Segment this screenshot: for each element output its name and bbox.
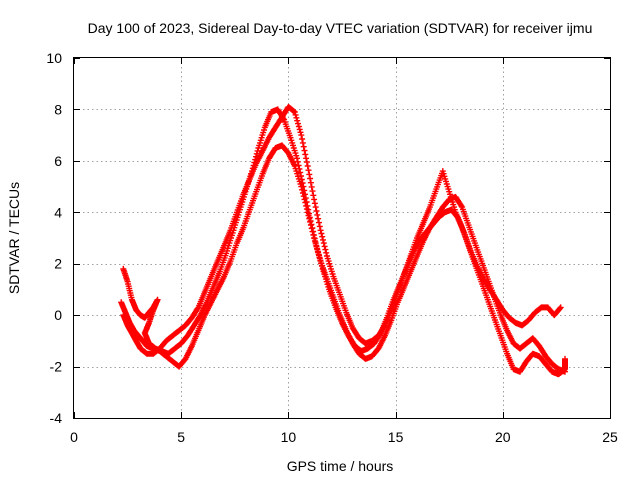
y-tick-label: -4: [50, 410, 63, 426]
x-tick-label: 10: [281, 429, 297, 445]
y-tick-label: 0: [54, 307, 62, 323]
grid-lines: [74, 58, 610, 418]
y-tick-label: 2: [54, 256, 62, 272]
x-tick-label: 0: [70, 429, 78, 445]
plot-frame: [73, 57, 611, 419]
y-axis-label: SDTVAR / TECUs: [6, 182, 22, 294]
y-tick-label: 4: [54, 204, 62, 220]
x-tick-label: 25: [602, 429, 618, 445]
y-tick-label: 6: [54, 153, 62, 169]
series-trace-3: [120, 103, 568, 378]
data-points: [118, 103, 568, 378]
x-tick-label: 15: [388, 429, 404, 445]
axis-ticks: 0 5 10 15 20 25 -4 -2 0 2 4 6 8 10: [46, 50, 618, 445]
y-tick-label: 10: [46, 50, 62, 66]
x-tick-label: 5: [177, 429, 185, 445]
x-axis-label: GPS time / hours: [287, 458, 394, 474]
x-tick-label: 20: [495, 429, 511, 445]
y-tick-label: -2: [50, 359, 63, 375]
data-point-markers: [120, 103, 568, 378]
chart-title: Day 100 of 2023, Sidereal Day-to-day VTE…: [88, 20, 593, 36]
y-tick-label: 8: [54, 101, 62, 117]
